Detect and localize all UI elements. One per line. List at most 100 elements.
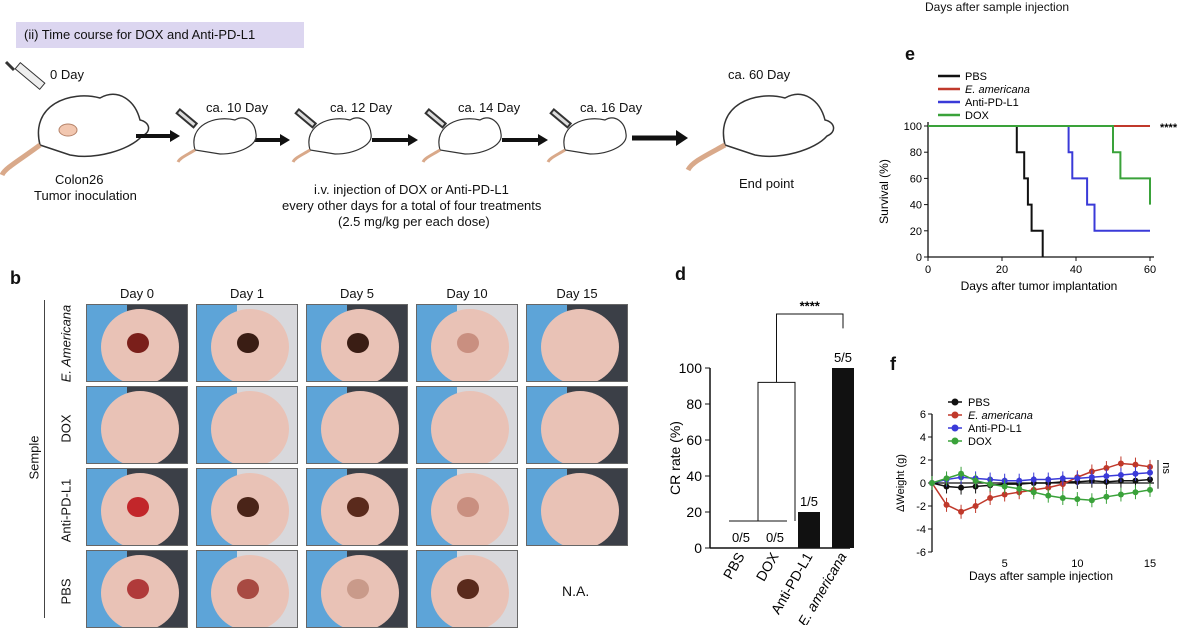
mouse-photo [196, 550, 298, 628]
row-axis-label: Semple [26, 435, 42, 480]
data-point [1059, 475, 1066, 482]
survival-line-0 [928, 125, 1044, 257]
tumor-spot [347, 497, 369, 517]
data-point [1045, 492, 1052, 499]
legend-marker [951, 411, 959, 419]
timeline-illustration [0, 60, 835, 177]
data-point [1103, 493, 1110, 500]
row-label-pbs: PBS [58, 578, 74, 605]
x-axis-label: Days after sample injection [969, 569, 1113, 583]
mouse-skin [541, 309, 619, 381]
data-point [1132, 461, 1139, 468]
mouse-small-icon [193, 117, 627, 155]
tumor-spot [127, 497, 149, 517]
data-point [987, 481, 994, 488]
data-point [1016, 485, 1023, 492]
row-label-anti-pd-l1: Anti-PD-L1 [58, 478, 74, 543]
data-point [1132, 470, 1139, 477]
mouse-photo [86, 468, 188, 546]
significance-bracket [776, 313, 844, 383]
tumor-spot [237, 333, 259, 353]
mouse-photo [196, 386, 298, 464]
legend-marker [951, 424, 959, 432]
tumor-spot [457, 579, 479, 599]
mouse-photo [86, 386, 188, 464]
x-tick-label: 10 [1071, 558, 1083, 570]
x-tick-label: DOX [753, 549, 782, 584]
y-tick-label: 40 [910, 200, 922, 212]
col-title-day1: Day 1 [230, 286, 264, 301]
panel-f-label: f [890, 354, 896, 374]
mouse-photo [526, 304, 628, 382]
y-tick-label: 80 [910, 147, 922, 159]
data-point [1030, 476, 1037, 483]
bar [798, 512, 820, 548]
inoculation-line2: Tumor inoculation [34, 188, 137, 203]
endpoint-label: End point [739, 176, 794, 191]
tumor-spot [347, 579, 369, 599]
y-tick-label: -2 [916, 501, 926, 513]
legend-label: Anti-PD-L1 [968, 423, 1022, 435]
mouse-photo [416, 550, 518, 628]
mouse-photo [86, 304, 188, 382]
significance-label: **** [1160, 122, 1178, 134]
legend-label: PBS [965, 71, 987, 83]
na-text: N.A. [562, 583, 590, 599]
legend-marker [951, 437, 959, 445]
survival-chart: 0 20 40 60 80 100 0 20 40 60 Days after tumor impl… [877, 71, 1178, 293]
data-point [958, 508, 965, 515]
x-tick-label: 15 [1144, 558, 1156, 570]
data-point [1030, 489, 1037, 496]
weight-line-1 [931, 462, 1151, 513]
y-tick-label: 80 [686, 396, 702, 412]
y-axis-label: CR rate (%) [667, 421, 683, 495]
legend-label: DOX [968, 436, 993, 448]
survival-line-2 [928, 125, 1150, 232]
x-axis-label: Days after tumor implantation [961, 279, 1118, 293]
y-tick-label: 0 [920, 478, 926, 490]
data-point [1045, 484, 1052, 491]
legend-marker [951, 398, 959, 406]
data-point [1147, 486, 1153, 493]
x-tick-label: PBS [720, 550, 748, 582]
x-tick-label: 5 [1002, 558, 1008, 570]
data-point [972, 503, 979, 509]
mouse-photo [306, 386, 408, 464]
y-tick-label: 0 [916, 252, 922, 264]
legend-label: PBS [968, 397, 990, 409]
bar-count-label: 0/5 [732, 530, 750, 545]
mouse-photo [306, 550, 408, 628]
data-point [929, 480, 935, 486]
y-tick-label: 2 [920, 455, 926, 467]
y-tick-label: 6 [920, 409, 926, 421]
day16-label: ca. 16 Day [580, 100, 643, 115]
mouse-skin [211, 391, 289, 463]
day0-label: 0 Day [50, 67, 84, 82]
tumor-spot [127, 579, 149, 599]
y-tick-label: 0 [694, 540, 702, 556]
col-title-day5: Day 5 [340, 286, 374, 301]
data-point [1147, 469, 1153, 476]
mouse-skin [321, 391, 399, 463]
data-point [1074, 475, 1081, 482]
legend-label: E. americana [968, 410, 1033, 422]
mouse-skin [541, 473, 619, 545]
mouse-endpoint-icon [685, 93, 835, 172]
tumor-spot [457, 497, 479, 517]
y-tick-label: 60 [686, 432, 702, 448]
data-point [1103, 465, 1110, 472]
bar-count-label: 0/5 [766, 530, 784, 545]
injection-line2: every other days for a total of four tre… [282, 198, 542, 213]
x-tick-label: 40 [1070, 264, 1082, 276]
mouse-skin [431, 391, 509, 463]
inoculation-line1: Colon26 [55, 172, 104, 187]
mouse-photo [416, 468, 518, 546]
data-point [972, 477, 979, 484]
injection-line1: i.v. injection of DOX or Anti-PD-L1 [314, 182, 509, 197]
mouse-photo [526, 386, 628, 464]
syringe-icon [4, 60, 46, 91]
col-title-day0: Day 0 [120, 286, 154, 301]
y-tick-label: 100 [904, 121, 922, 133]
y-tick-label: 4 [920, 432, 926, 444]
tumor-spot [457, 333, 479, 353]
